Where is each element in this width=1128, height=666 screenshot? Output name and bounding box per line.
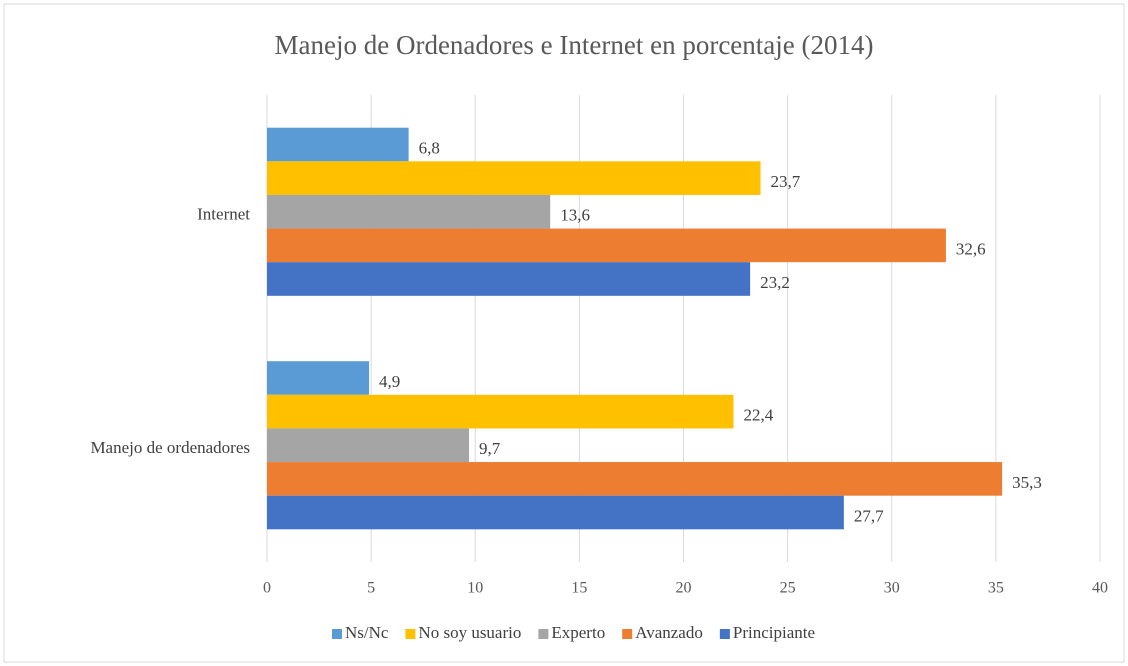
legend-swatch — [405, 629, 416, 639]
bar — [267, 127, 409, 162]
data-label: 13,6 — [560, 206, 590, 225]
x-tick-label: 10 — [467, 580, 483, 597]
data-label: 9,7 — [479, 439, 501, 458]
x-tick-label: 15 — [571, 580, 587, 597]
data-label: 32,6 — [956, 239, 986, 258]
y-tick-label: Internet — [197, 205, 250, 224]
data-label: 6,8 — [419, 138, 440, 157]
bar — [267, 462, 1003, 496]
data-label: 23,2 — [760, 273, 790, 292]
data-label: 23,7 — [771, 172, 801, 191]
bar — [267, 361, 370, 395]
bar — [267, 262, 751, 296]
legend-label: Experto — [551, 623, 605, 642]
y-tick-label: Manejo de ordenadores — [90, 438, 250, 457]
legend-swatch — [538, 629, 549, 639]
x-tick-label: 0 — [263, 580, 271, 597]
x-tick-label: 5 — [367, 580, 375, 597]
bar — [267, 161, 761, 195]
bar — [267, 428, 470, 463]
bar — [267, 228, 946, 263]
legend-swatch — [719, 629, 730, 639]
data-label: 35,3 — [1012, 473, 1042, 492]
x-tick-label: 30 — [884, 580, 900, 597]
legend-label: No soy usuario — [418, 623, 521, 642]
legend-swatch — [622, 629, 633, 639]
legend-swatch — [331, 629, 342, 639]
legend-label: Principiante — [733, 623, 815, 642]
x-tick-label: 20 — [676, 580, 692, 597]
x-tick-label: 25 — [780, 580, 796, 597]
legend-label: Avanzado — [635, 623, 703, 642]
legend-label: Ns/Nc — [345, 623, 389, 642]
bar — [267, 194, 551, 229]
bar — [267, 495, 844, 530]
data-label: 27,7 — [854, 506, 884, 525]
bar — [267, 394, 734, 429]
data-label: 22,4 — [743, 406, 773, 425]
data-label: 4,9 — [379, 372, 400, 391]
chart-border — [3, 3, 1125, 663]
x-tick-label: 35 — [988, 580, 1004, 597]
chart-title: Manejo de Ordenadores e Internet en porc… — [275, 30, 874, 60]
x-tick-label: 40 — [1092, 580, 1108, 597]
